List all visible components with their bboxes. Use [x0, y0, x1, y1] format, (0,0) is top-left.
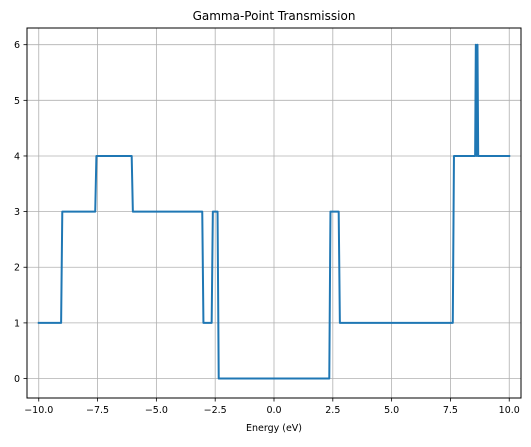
tick-layer: −10.0 −7.5 −5.0 −2.5 0.0 2.5 5.0 7.5 10.0 0 1 2 3 4 5 6 [14, 40, 520, 416]
x-tick-label: −10.0 [24, 405, 53, 416]
series-layer [37, 43, 511, 380]
y-tick-label: 6 [14, 40, 20, 51]
x-tick-label: −2.5 [204, 405, 227, 416]
chart-title: Gamma-Point Transmission [193, 9, 356, 23]
x-tick-label: −7.5 [86, 405, 109, 416]
x-tick-label: −5.0 [145, 405, 168, 416]
x-tick-label: 10.0 [499, 405, 520, 416]
x-tick-label: 5.0 [384, 405, 399, 416]
x-tick-label: 2.5 [325, 405, 340, 416]
y-tick-label: 2 [14, 263, 20, 274]
y-tick-label: 4 [14, 151, 20, 162]
series-line [37, 43, 511, 380]
y-tick-label: 3 [14, 207, 20, 218]
y-tick-label: 1 [14, 318, 20, 329]
x-axis-label: Energy (eV) [246, 423, 302, 434]
y-tick-label: 5 [14, 96, 20, 107]
x-tick-label: 0.0 [266, 405, 281, 416]
x-tick-label: 7.5 [443, 405, 458, 416]
y-tick-label: 0 [14, 374, 20, 385]
grid-layer [27, 28, 521, 398]
